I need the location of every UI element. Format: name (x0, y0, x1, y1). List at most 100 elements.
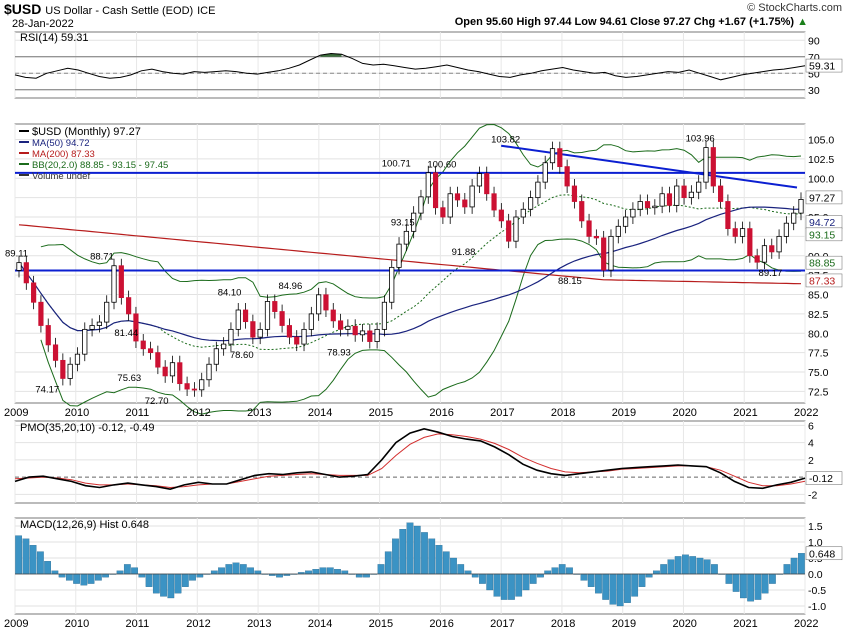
macd-histogram-bar (798, 553, 805, 575)
instrument-name: US Dollar - Cash Settle (EOD) (45, 5, 194, 17)
price-candle (769, 245, 775, 253)
price-x-tick-label: 2013 (247, 407, 271, 419)
macd-histogram-bar (442, 551, 450, 575)
price-candle (389, 266, 395, 303)
price-candle (374, 328, 380, 342)
price-candle (557, 148, 563, 168)
price-candle (484, 173, 490, 195)
bollinger-mid-tag-box (805, 227, 843, 242)
macd-histogram-bar (638, 573, 646, 587)
price-candle (425, 172, 431, 198)
macd-histogram-bar (725, 573, 733, 584)
macd-histogram-bar (413, 525, 421, 575)
macd-histogram-bar (515, 573, 523, 597)
macd-x-tick-label: 2014 (308, 618, 332, 630)
macd-current-value: 0.648 (809, 548, 835, 560)
rsi-current-value-box (805, 58, 843, 73)
macd-histogram-bar (435, 545, 443, 575)
macd-x-tick-label: 2022 (794, 618, 818, 630)
macd-x-tick-label: 2013 (247, 618, 271, 630)
macd-histogram-bar (616, 573, 624, 607)
price-candle (571, 185, 578, 202)
price-x-tick-label: 2011 (126, 407, 150, 419)
price-candle (52, 344, 59, 361)
price-candle (462, 199, 468, 208)
pmo-tick-label: -2 (808, 489, 817, 501)
price-candle (791, 212, 797, 224)
price-annotation: 81.44 (114, 328, 138, 339)
price-tick-label: 72.5 (808, 386, 829, 398)
price-candle (732, 228, 738, 237)
macd-x-tick-label: 2009 (4, 618, 28, 630)
price-annotation: 75.63 (117, 373, 141, 384)
macd-histogram-bar (479, 573, 486, 584)
price-candle (396, 243, 402, 268)
macd-histogram-bar (326, 567, 334, 575)
price-candle (535, 181, 541, 199)
price-legend-item: $USD (Monthly) 97.27 (32, 126, 141, 138)
pmo-tick-label: 2 (808, 455, 814, 467)
macd-tick-label: 1.0 (808, 537, 823, 549)
macd-histogram-bar (29, 545, 37, 575)
macd-histogram-bar (123, 564, 131, 575)
macd-histogram-bar (500, 573, 508, 600)
price-tick-label: 82.5 (808, 309, 829, 321)
macd-histogram-bar (790, 557, 798, 575)
ma50-value-tag: 94.72 (809, 217, 835, 229)
price-candle (549, 148, 556, 164)
price-candle (710, 147, 716, 187)
price-candle (586, 220, 592, 237)
macd-histogram-bar (674, 556, 682, 575)
price-annotation: 100.60 (427, 160, 456, 171)
macd-legend: MACD(12,26,9) Hist 0.648 (20, 519, 149, 531)
rsi-tick-label: 30 (808, 85, 820, 97)
macd-histogram-bar (645, 573, 653, 578)
price-x-tick-label: 2021 (733, 407, 757, 419)
price-candle (579, 201, 585, 222)
price-x-tick-label: 2016 (429, 407, 453, 419)
price-close-tag-box (805, 190, 843, 205)
price-candle (674, 185, 680, 206)
price-candle (177, 362, 183, 385)
macd-histogram-bar (761, 573, 769, 594)
macd-histogram-bar (65, 573, 73, 581)
price-candle (323, 294, 329, 311)
macd-histogram-bar (696, 557, 704, 575)
price-candle (440, 207, 446, 218)
rsi-panel (14, 31, 806, 99)
macd-histogram-bar (689, 556, 697, 575)
macd-histogram-bar (428, 538, 436, 575)
macd-histogram-bar (377, 564, 385, 575)
price-annotation: 88.71 (90, 252, 114, 263)
price-legend-item: MA(50) 94.72 (32, 138, 90, 149)
macd-histogram-bar (732, 573, 740, 592)
price-candle (67, 363, 73, 379)
price-candle (89, 325, 95, 330)
symbol: $USD (4, 1, 42, 17)
price-tick-label: 75.0 (808, 367, 829, 379)
macd-x-tick-label: 2012 (186, 618, 210, 630)
macd-histogram-bar (145, 573, 153, 587)
price-candle (308, 313, 314, 330)
price-candle (696, 181, 702, 193)
macd-histogram-bar (421, 532, 428, 575)
price-candle (747, 228, 753, 257)
price-candle (644, 201, 651, 209)
macd-histogram-bar (667, 559, 675, 575)
price-candle (133, 313, 139, 342)
macd-histogram-bar (239, 564, 247, 575)
price-candle (469, 185, 475, 208)
price-candle (520, 208, 526, 218)
price-candle (250, 321, 256, 338)
price-candle (593, 235, 599, 239)
price-candle (345, 325, 351, 330)
macd-histogram-bar (51, 570, 59, 575)
price-candle (418, 196, 424, 214)
macd-histogram-bar (232, 562, 240, 575)
price-candle (221, 343, 227, 350)
macd-histogram-bar (218, 567, 225, 575)
price-candle (703, 147, 709, 183)
macd-histogram-bar (247, 567, 254, 575)
macd-histogram-bar (486, 573, 494, 591)
